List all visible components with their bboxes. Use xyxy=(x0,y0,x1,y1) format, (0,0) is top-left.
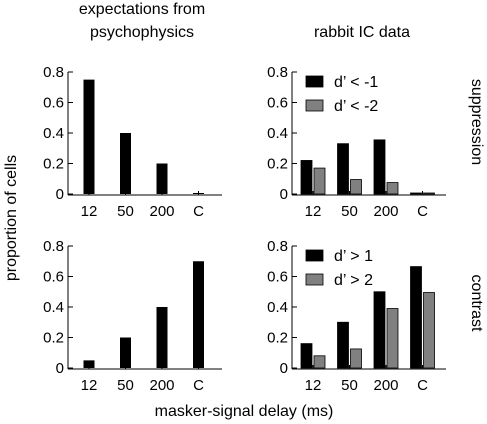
y-tick-label: 0.4 xyxy=(267,299,288,316)
y-tick-label: 0.8 xyxy=(43,238,64,255)
y-tick-label: 0.8 xyxy=(267,238,288,255)
legend-label: d’ > 2 xyxy=(334,272,373,289)
y-tick-label: 0 xyxy=(56,360,64,377)
bar xyxy=(350,179,362,195)
bar xyxy=(300,343,313,369)
x-tick-label: 50 xyxy=(341,377,358,394)
bar xyxy=(156,307,168,368)
y-tick-label: 0.2 xyxy=(43,330,64,347)
x-tick-label: C xyxy=(193,203,204,220)
chart-panel-bottom-right: 0 0.2 0.4 0.6 0.8 12 50 200 Cd’ > 1 d’ > 2 xyxy=(267,238,446,394)
y-tick-label: 0.6 xyxy=(267,95,288,112)
legend-label: d’ < -1 xyxy=(334,74,378,91)
y-tick-label: 0 xyxy=(280,360,288,377)
x-tick-label: 200 xyxy=(373,203,398,220)
legend-label: d’ > 1 xyxy=(334,248,373,265)
bar xyxy=(386,182,399,195)
y-tick-label: 0.6 xyxy=(267,269,288,286)
col-title-left-line1: expectations from xyxy=(79,1,205,18)
x-tick-label: 50 xyxy=(117,203,134,220)
legend-label: d’ < -2 xyxy=(334,98,378,115)
bar xyxy=(300,160,313,195)
legend-swatch xyxy=(305,99,324,112)
bar xyxy=(373,291,386,369)
x-tick-label: 12 xyxy=(305,377,322,394)
chart-panel-bottom-left: 0 0.2 0.4 0.6 0.8 12 50 200 C xyxy=(43,238,222,394)
x-tick-label: C xyxy=(417,377,428,394)
panels: 0 0.2 0.4 0.6 0.8 12 50 200 C 0 0.2 0.4 0.6 0.8 12 50 20… xyxy=(43,64,446,394)
y-tick-label: 0.4 xyxy=(267,125,288,142)
x-tick-label: 12 xyxy=(81,377,98,394)
bar xyxy=(83,360,95,368)
x-tick-label: 50 xyxy=(341,203,358,220)
row-label-suppression: suppression xyxy=(468,79,485,165)
chart-panel-top-right: 0 0.2 0.4 0.6 0.8 12 50 200 Cd’ < -1 d’ < -2 xyxy=(267,64,446,220)
bar xyxy=(313,355,326,369)
bar xyxy=(410,192,422,195)
legend-swatch xyxy=(305,249,324,262)
bar xyxy=(193,261,204,368)
legend-swatch xyxy=(305,75,324,88)
bar xyxy=(410,266,422,369)
bar xyxy=(337,321,349,369)
x-tick-label: 200 xyxy=(149,203,174,220)
x-tick-label: 200 xyxy=(373,377,398,394)
bar xyxy=(373,139,386,195)
bar xyxy=(120,337,131,368)
x-axis-label: masker-signal delay (ms) xyxy=(155,403,334,420)
bar xyxy=(313,167,326,195)
bar xyxy=(386,308,399,369)
row-label-contrast: contrast xyxy=(468,275,485,332)
y-tick-label: 0.6 xyxy=(43,95,64,112)
x-tick-label: C xyxy=(417,203,428,220)
bar xyxy=(83,79,95,194)
bar xyxy=(120,133,131,194)
y-axis-label: proportion of cells xyxy=(3,155,20,281)
bar xyxy=(350,348,362,369)
y-tick-label: 0.8 xyxy=(267,64,288,81)
y-tick-label: 0.2 xyxy=(43,156,64,173)
bar xyxy=(423,192,435,195)
y-tick-label: 0.4 xyxy=(43,299,64,316)
bar xyxy=(423,292,435,369)
x-tick-label: 12 xyxy=(81,203,98,220)
y-tick-label: 0.4 xyxy=(43,125,64,142)
bar xyxy=(156,163,168,194)
y-tick-label: 0.6 xyxy=(43,269,64,286)
y-tick-label: 0.2 xyxy=(267,330,288,347)
chart-panel-top-left: 0 0.2 0.4 0.6 0.8 12 50 200 C xyxy=(43,64,222,220)
col-title-left-line2: psychophysics xyxy=(90,24,194,41)
y-tick-label: 0.8 xyxy=(43,64,64,81)
x-tick-label: 12 xyxy=(305,203,322,220)
y-tick-label: 0 xyxy=(280,186,288,203)
y-tick-label: 0.2 xyxy=(267,156,288,173)
col-title-right: rabbit IC data xyxy=(314,24,410,41)
x-tick-label: 200 xyxy=(149,377,174,394)
legend-swatch xyxy=(305,273,324,286)
x-tick-label: 50 xyxy=(117,377,134,394)
y-tick-label: 0 xyxy=(56,186,64,203)
x-tick-label: C xyxy=(193,377,204,394)
bar xyxy=(337,143,349,195)
